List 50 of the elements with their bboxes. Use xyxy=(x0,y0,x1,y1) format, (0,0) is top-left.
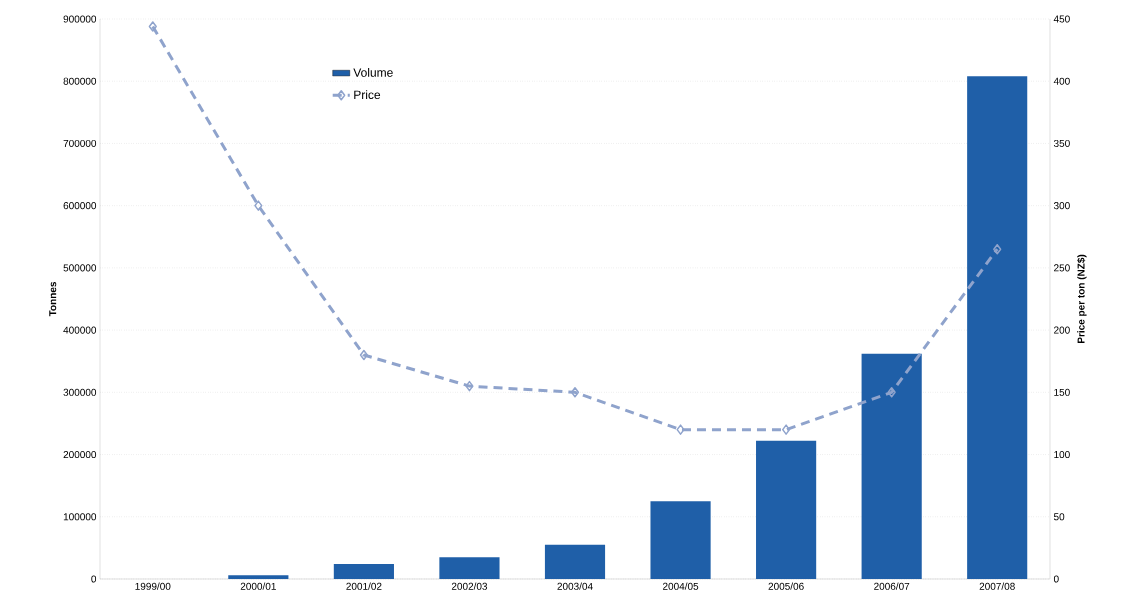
y-tick-label: 200000 xyxy=(63,451,97,459)
bar xyxy=(439,557,500,579)
bar xyxy=(333,564,394,579)
point xyxy=(148,21,157,32)
x-tick-label: 2004/05 xyxy=(662,582,699,590)
y2-tick-label: 450 xyxy=(1053,15,1070,23)
y2-tick-label: 200 xyxy=(1054,326,1070,334)
y2-tick-label: 150 xyxy=(1054,388,1070,396)
y-tick-label: 300000 xyxy=(63,388,97,396)
bar xyxy=(861,353,922,579)
x-tick-label: 2001/02 xyxy=(346,582,382,590)
x-tick-label: 2006/07 xyxy=(874,582,910,590)
bar xyxy=(228,575,289,579)
point xyxy=(465,380,474,392)
y2-tick-label: 250 xyxy=(1054,264,1070,272)
point xyxy=(781,424,791,435)
y-tick-label: 0 xyxy=(91,575,97,583)
x-tick-label: 2007/08 xyxy=(979,582,1015,590)
y-tick-label: 400000 xyxy=(63,326,97,334)
y2-tick-label: 400 xyxy=(1053,77,1070,85)
point xyxy=(676,424,685,435)
y2-axis-title: Price per ton (NZ$) xyxy=(1077,254,1087,344)
y2-tick-label: 350 xyxy=(1053,139,1070,147)
legend-label: Price xyxy=(354,90,381,99)
point xyxy=(254,200,263,211)
y-tick-label: 900000 xyxy=(63,15,97,23)
bar xyxy=(650,501,711,579)
y2-tick-label: 50 xyxy=(1053,513,1065,521)
bar xyxy=(756,440,817,579)
y-tick-label: 500000 xyxy=(63,264,97,272)
y-tick-label: 800000 xyxy=(63,77,97,85)
point xyxy=(993,243,1002,255)
y2-tick-label: 0 xyxy=(1053,575,1059,583)
point xyxy=(570,387,580,398)
bar xyxy=(967,76,1028,579)
y2-tick-label: 100 xyxy=(1054,451,1070,459)
y-axis-title: Tonnes xyxy=(49,281,57,317)
bar xyxy=(544,544,606,579)
x-tick-label: 1999/00 xyxy=(135,582,171,590)
x-tick-label: 2000/01 xyxy=(240,582,276,590)
y-tick-label: 600000 xyxy=(63,202,97,210)
point xyxy=(887,387,896,398)
y2-tick-label: 300 xyxy=(1053,202,1070,210)
y-tick-label: 100000 xyxy=(63,513,97,521)
point xyxy=(359,349,369,361)
x-tick-label: 2005/06 xyxy=(768,582,804,590)
y-tick-label: 700000 xyxy=(63,139,97,147)
x-tick-label: 2002/03 xyxy=(451,582,488,590)
x-tick-label: 2003/04 xyxy=(557,582,593,590)
legend-label: Volume xyxy=(353,68,393,77)
